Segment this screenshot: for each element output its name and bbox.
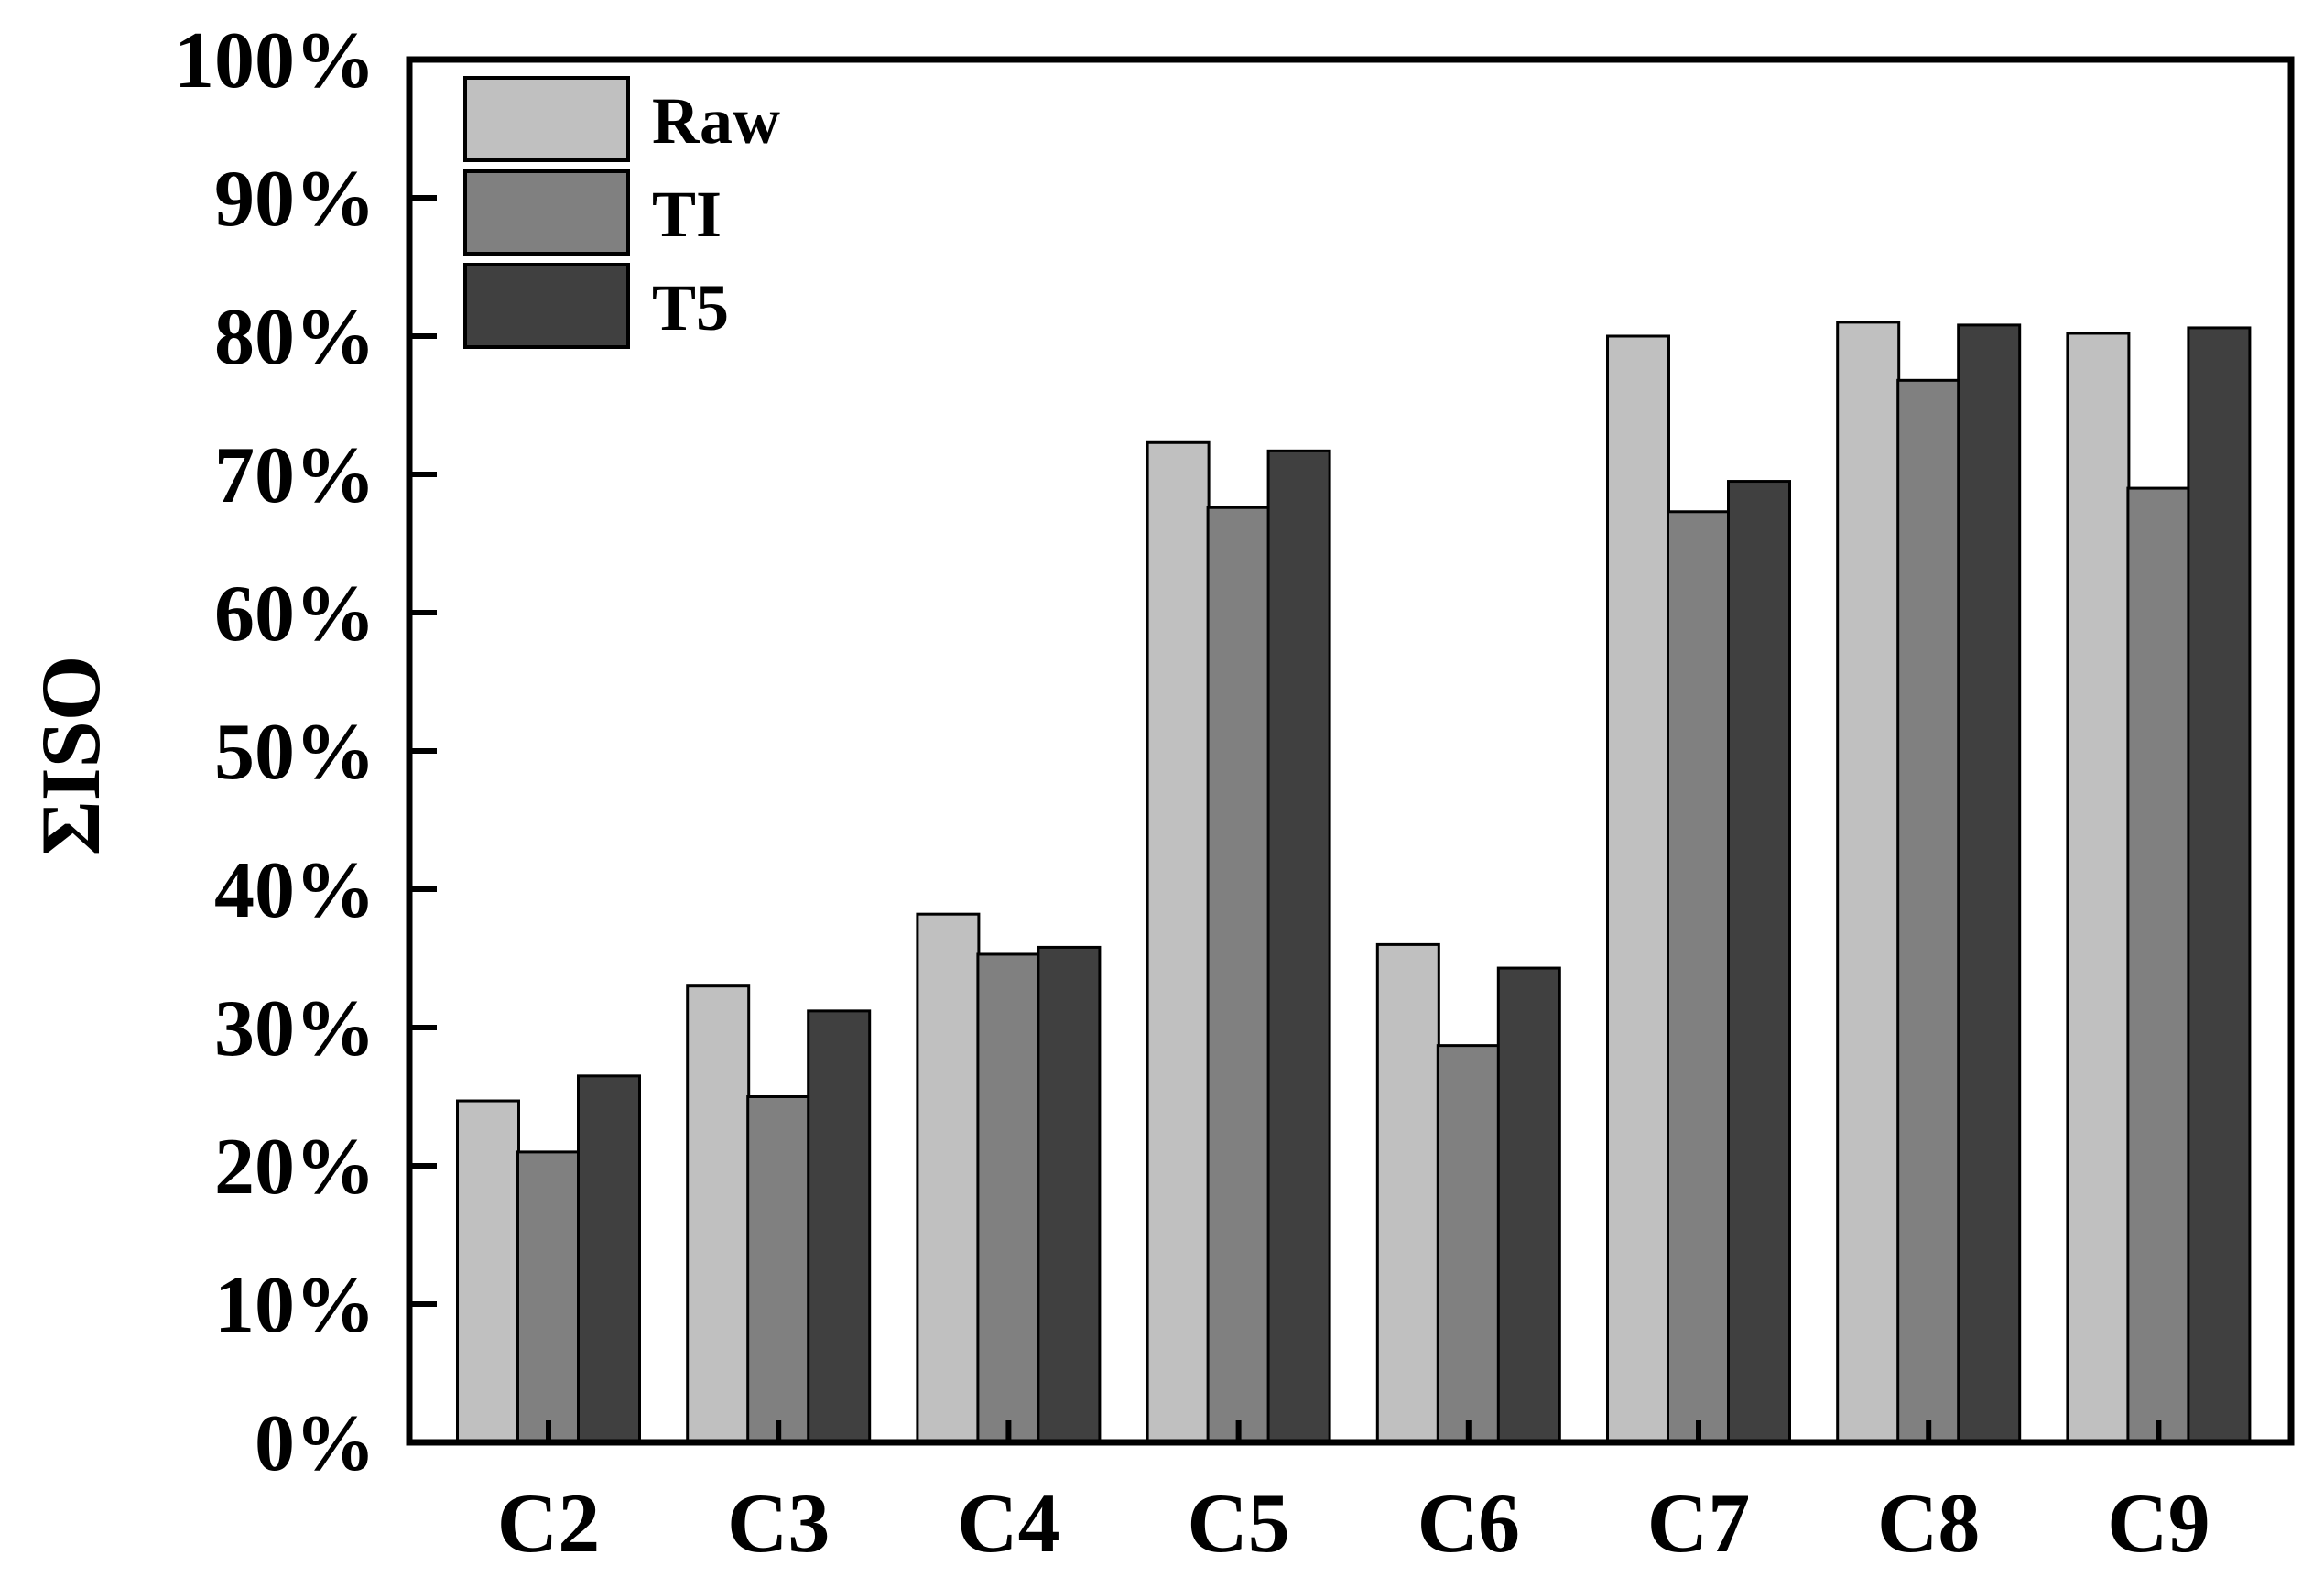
bar-t5-c6 (1496, 966, 1561, 1444)
y-tick-label: 20% (214, 1123, 375, 1212)
y-tick-label: 50% (214, 708, 375, 797)
legend: Raw TI T5 (463, 76, 780, 349)
y-tick-label: 30% (214, 984, 375, 1073)
legend-swatch-ti (463, 169, 630, 256)
bar-ti-c9 (2126, 486, 2191, 1444)
y-tick-label: 60% (214, 570, 375, 658)
bar-raw-c4 (916, 912, 981, 1444)
bar-raw-c6 (1375, 942, 1440, 1444)
bar-ti-c7 (1667, 510, 1731, 1444)
bar-ti-c3 (746, 1095, 811, 1444)
bar-t5-c7 (1727, 480, 1791, 1444)
bar-t5-c5 (1266, 449, 1331, 1444)
bar-t5-c8 (1957, 323, 2022, 1444)
bar-raw-c3 (686, 984, 751, 1444)
bar-raw-c8 (1836, 321, 1901, 1444)
bar-raw-c2 (456, 1099, 520, 1444)
y-tick-label: 0% (255, 1399, 375, 1488)
legend-label-raw: Raw (652, 84, 780, 158)
bar-ti-c4 (976, 952, 1041, 1444)
y-tick-label: 70% (214, 431, 375, 520)
y-tick-label: 90% (214, 155, 375, 244)
y-tick-label: 40% (214, 846, 375, 935)
bar-ti-c2 (516, 1150, 581, 1444)
bar-raw-c7 (1606, 334, 1670, 1444)
x-tick-label: C5 (1187, 1476, 1289, 1570)
legend-swatch-t5 (463, 263, 630, 349)
y-tick-label: 10% (214, 1261, 375, 1350)
bar-t5-c3 (807, 1009, 872, 1444)
x-tick-label: C9 (2107, 1476, 2210, 1570)
x-tick-label: C8 (1877, 1476, 1980, 1570)
x-tick-label: C6 (1417, 1476, 1520, 1570)
bar-raw-c9 (2066, 332, 2131, 1444)
bar-raw-c5 (1146, 440, 1211, 1444)
x-tick-label: C3 (727, 1476, 830, 1570)
bar-ti-c6 (1436, 1044, 1501, 1444)
bar-t5-c9 (2187, 326, 2252, 1444)
x-axis: C2 C3 C4 C5 C6 C7 C8 C9 (497, 1420, 2210, 1570)
legend-label-t5: T5 (652, 271, 729, 344)
x-tick-label: C7 (1647, 1476, 1750, 1570)
legend-swatch-raw (463, 76, 630, 162)
legend-label-ti: TI (652, 178, 722, 251)
y-tick-label: 80% (214, 293, 375, 382)
bar-t5-c4 (1037, 945, 1102, 1444)
bar-ti-c8 (1896, 378, 1961, 1444)
x-tick-label: C2 (497, 1476, 600, 1570)
y-tick-label: 100% (174, 16, 375, 105)
x-tick-label: C4 (957, 1476, 1059, 1570)
bar-t5-c2 (577, 1074, 641, 1444)
plot-frame (406, 56, 2295, 1446)
y-axis-title: ΣISO (24, 656, 117, 856)
y-axis: 0% 10% 20% 30% 40% 50% 60% 70% 80% 90% 100% (174, 16, 437, 1488)
bar-ti-c5 (1206, 506, 1271, 1444)
